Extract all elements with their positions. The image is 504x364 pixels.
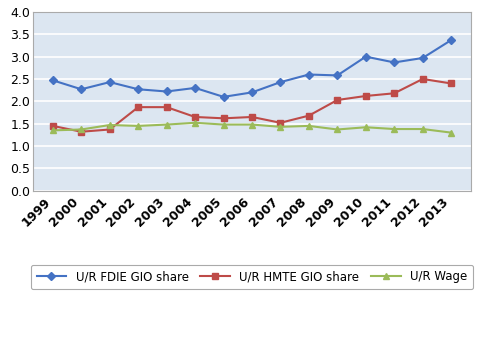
U/R HMTE GIO share xyxy=(107,127,113,132)
U/R HMTE GIO share xyxy=(221,116,227,120)
U/R Wage xyxy=(420,127,426,131)
U/R FDIE GIO share xyxy=(50,78,56,83)
U/R HMTE GIO share xyxy=(192,115,198,119)
U/R HMTE GIO share xyxy=(363,94,369,98)
U/R Wage xyxy=(78,127,84,132)
U/R FDIE GIO share xyxy=(135,87,141,91)
U/R FDIE GIO share xyxy=(249,90,255,95)
Line: U/R FDIE GIO share: U/R FDIE GIO share xyxy=(50,37,454,100)
U/R FDIE GIO share xyxy=(334,73,340,78)
U/R FDIE GIO share xyxy=(420,56,426,60)
U/R Wage xyxy=(192,120,198,125)
U/R HMTE GIO share xyxy=(277,120,283,125)
U/R HMTE GIO share xyxy=(448,81,454,86)
U/R FDIE GIO share xyxy=(221,95,227,99)
U/R HMTE GIO share xyxy=(391,91,397,95)
U/R FDIE GIO share xyxy=(107,80,113,84)
U/R Wage xyxy=(249,122,255,127)
U/R Wage xyxy=(164,122,170,127)
U/R Wage xyxy=(50,128,56,132)
U/R HMTE GIO share xyxy=(420,77,426,81)
U/R HMTE GIO share xyxy=(334,98,340,102)
U/R FDIE GIO share xyxy=(363,55,369,59)
U/R Wage xyxy=(391,127,397,131)
U/R HMTE GIO share xyxy=(50,124,56,128)
U/R FDIE GIO share xyxy=(277,80,283,84)
U/R HMTE GIO share xyxy=(249,115,255,119)
U/R Wage xyxy=(277,124,283,129)
Legend: U/R FDIE GIO share, U/R HMTE GIO share, U/R Wage: U/R FDIE GIO share, U/R HMTE GIO share, … xyxy=(31,265,473,289)
U/R FDIE GIO share xyxy=(306,72,312,77)
U/R HMTE GIO share xyxy=(164,105,170,109)
U/R Wage xyxy=(221,122,227,127)
U/R Wage xyxy=(334,127,340,132)
U/R Wage xyxy=(363,125,369,130)
U/R FDIE GIO share xyxy=(192,86,198,90)
U/R FDIE GIO share xyxy=(448,38,454,42)
U/R Wage xyxy=(107,123,113,127)
U/R HMTE GIO share xyxy=(306,114,312,118)
U/R HMTE GIO share xyxy=(78,130,84,134)
U/R HMTE GIO share xyxy=(135,105,141,109)
U/R Wage xyxy=(306,124,312,128)
U/R FDIE GIO share xyxy=(164,89,170,94)
Line: U/R Wage: U/R Wage xyxy=(50,120,454,135)
U/R FDIE GIO share xyxy=(391,60,397,65)
U/R FDIE GIO share xyxy=(78,87,84,91)
Line: U/R HMTE GIO share: U/R HMTE GIO share xyxy=(50,76,454,135)
U/R Wage xyxy=(448,130,454,135)
U/R Wage xyxy=(135,124,141,128)
